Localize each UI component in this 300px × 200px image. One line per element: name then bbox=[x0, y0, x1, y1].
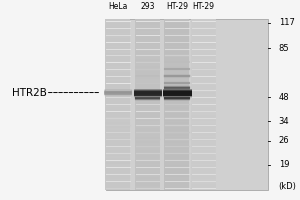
Text: 26: 26 bbox=[279, 136, 289, 145]
Bar bbox=[191, 19, 216, 190]
Text: 117: 117 bbox=[279, 18, 295, 27]
Bar bbox=[135, 19, 160, 190]
Bar bbox=[105, 19, 130, 190]
Text: 19: 19 bbox=[279, 160, 289, 169]
Text: HeLa: HeLa bbox=[108, 2, 128, 11]
Bar bbox=[106, 19, 268, 190]
Text: 48: 48 bbox=[279, 93, 289, 102]
Text: HTR2B: HTR2B bbox=[12, 88, 47, 98]
Text: (kD): (kD) bbox=[279, 182, 297, 191]
Text: 34: 34 bbox=[279, 117, 289, 126]
Text: 293: 293 bbox=[140, 2, 155, 11]
Text: HT-29: HT-29 bbox=[166, 2, 188, 11]
Text: 85: 85 bbox=[279, 44, 289, 53]
Bar bbox=[164, 19, 190, 190]
Text: HT-29: HT-29 bbox=[193, 2, 214, 11]
